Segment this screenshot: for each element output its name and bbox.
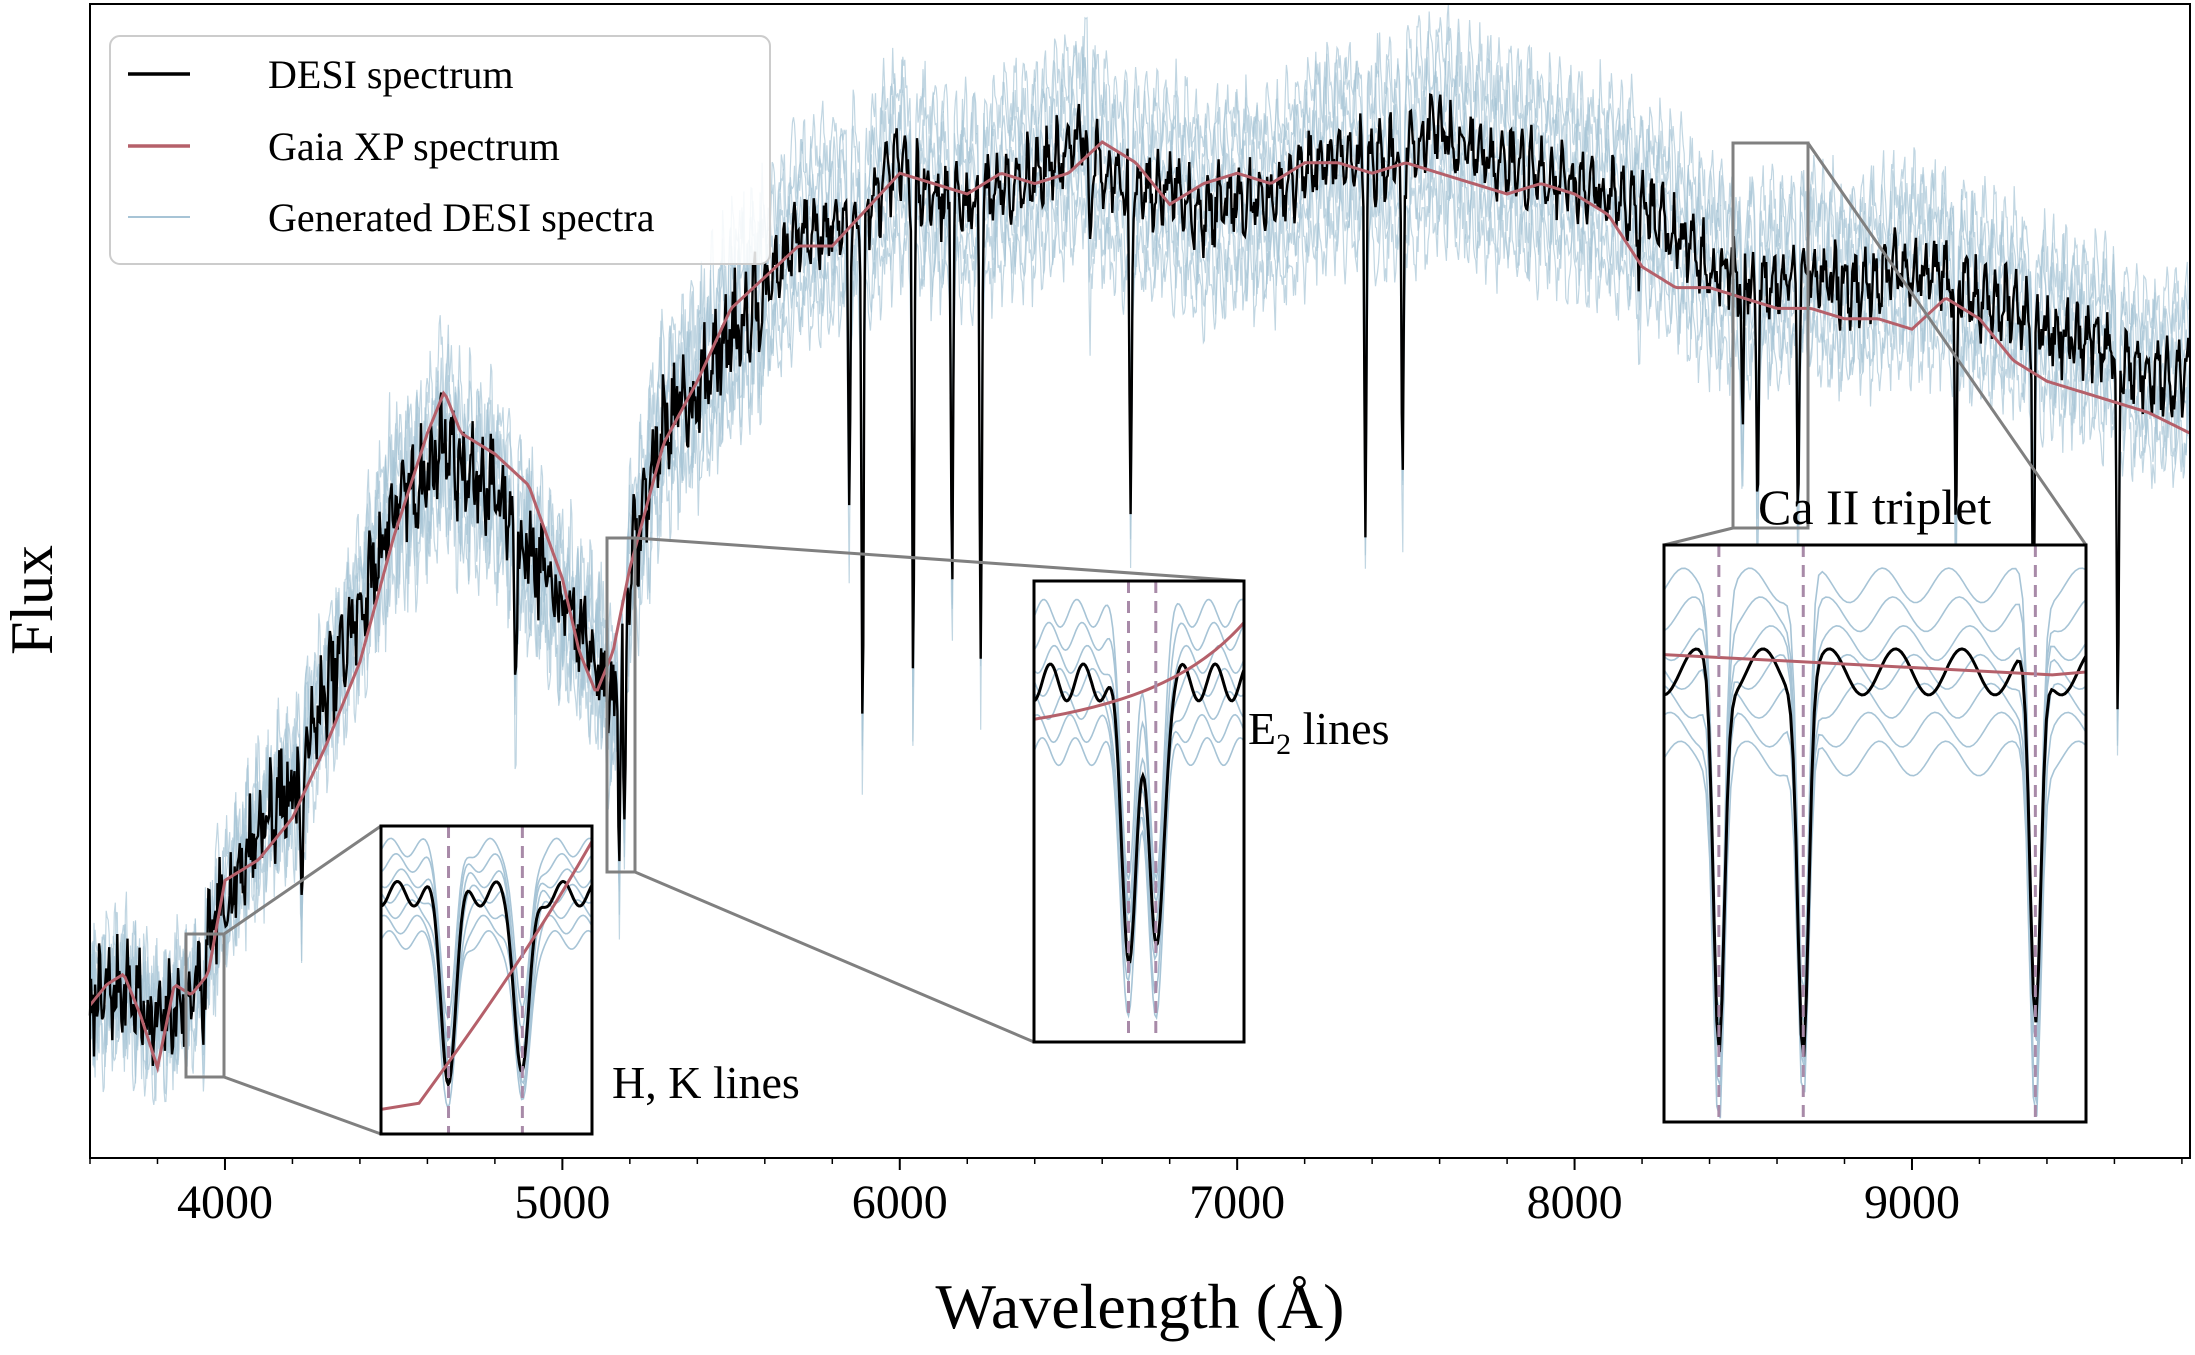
x-tick-label: 7000 (1189, 1176, 1285, 1229)
inset-generated-line (381, 852, 592, 1043)
inset-generated-line (1664, 596, 2086, 1030)
legend-label-desi: DESI spectrum (268, 52, 514, 97)
inset-generated-line (381, 929, 592, 1110)
zoom-connector-line (223, 824, 382, 936)
annotation-e2-sub: 2 (1276, 728, 1291, 761)
x-tick-label: 6000 (852, 1176, 948, 1229)
generated-spectrum-line (89, 70, 2190, 1071)
x-tick-label: 8000 (1527, 1176, 1623, 1229)
gaia-spectrum-line (88, 140, 2191, 1074)
legend-label-gaia: Gaia XP spectrum (268, 124, 560, 169)
generated-spectrum-line (89, 4, 2190, 1045)
inset-generated-line (1034, 736, 1244, 1021)
annotation-ca-label: Ca II triplet (1758, 479, 1991, 535)
zoom-connector-line (634, 870, 1035, 1044)
inset-desi-line (1664, 647, 2086, 1057)
inset-background-hk (381, 826, 592, 1134)
zoom-source-box-ca (1731, 141, 1810, 530)
inset-generated-line (1664, 567, 2086, 1015)
inset-background-ca (1664, 545, 2086, 1122)
inset-generated-line (1664, 653, 2086, 1062)
zoom-connectors (184, 141, 2088, 1136)
legend-label-generated: Generated DESI spectra (268, 195, 655, 240)
inset-generated-line (381, 914, 592, 1092)
inset-generated-line (1034, 644, 1244, 916)
inset-content-hk (381, 826, 592, 1134)
spectra-layer (88, 4, 2191, 1105)
inset-gaia-line (1664, 653, 2086, 677)
y-axis-label: Flux (0, 545, 65, 655)
inset-generated-line (1664, 740, 2086, 1119)
x-axis: 4000 5000 6000 7000 8000 9000 (89, 1158, 2183, 1229)
inset-content-e2 (1034, 581, 1244, 1042)
plot-frame (89, 3, 2191, 1159)
legend: DESI spectrum Gaia XP spectrum Generated… (109, 35, 771, 265)
annotation-e2-rest: lines (1291, 703, 1389, 754)
inset-generated-line (1034, 621, 1244, 905)
inset-generated-line (1034, 598, 1244, 881)
x-axis-label: Wavelength (Å) (936, 1271, 1345, 1342)
zoom-source-box-hk (184, 932, 226, 1079)
inset-generated-line (1664, 711, 2086, 1104)
x-tick-label: 5000 (514, 1176, 610, 1229)
zoom-connector-line (1806, 142, 2088, 546)
inset-content-ca (1664, 545, 2086, 1122)
zoom-connector-line (223, 1075, 382, 1136)
zoom-source-box-e2 (605, 536, 637, 874)
desi-spectrum-line (88, 93, 2191, 1066)
inset-frame-e2 (1032, 579, 1246, 1044)
annotation-e2-e: E (1248, 703, 1276, 754)
legend-box (109, 35, 771, 265)
inset-gaia-line (1034, 621, 1244, 721)
x-tick-label: 4000 (177, 1176, 273, 1229)
generated-spectrum-line (89, 153, 2190, 1103)
inset-desi-line (381, 879, 592, 1089)
inset-frame-hk (379, 824, 594, 1136)
insets-layer (379, 543, 2088, 1136)
inset-frame-ca (1662, 543, 2088, 1124)
inset-generated-line (381, 837, 592, 1021)
x-tick-label: 9000 (1864, 1176, 1960, 1229)
annotation-hk-label: H, K lines (612, 1057, 800, 1108)
annotation-e2-label: E2 lines (1248, 703, 1390, 761)
inset-desi-line (1034, 662, 1244, 966)
inset-gaia-line (381, 840, 592, 1111)
zoom-connector-line (634, 536, 1245, 583)
inset-generated-line (381, 868, 592, 1056)
zoom-connector-line (1663, 526, 1734, 547)
inset-generated-line (1664, 624, 2086, 1051)
